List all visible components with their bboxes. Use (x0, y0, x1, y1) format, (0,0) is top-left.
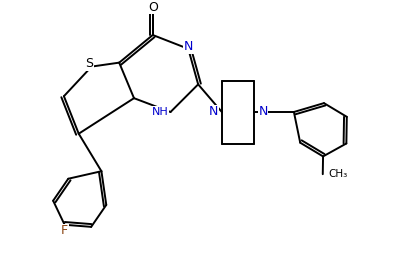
Text: N: N (184, 40, 193, 53)
Text: O: O (148, 1, 158, 14)
Text: CH₃: CH₃ (329, 169, 348, 179)
Text: S: S (86, 57, 94, 70)
Text: F: F (61, 224, 68, 237)
Text: N: N (258, 106, 268, 119)
Text: N: N (208, 106, 218, 119)
Text: NH: NH (152, 107, 168, 117)
